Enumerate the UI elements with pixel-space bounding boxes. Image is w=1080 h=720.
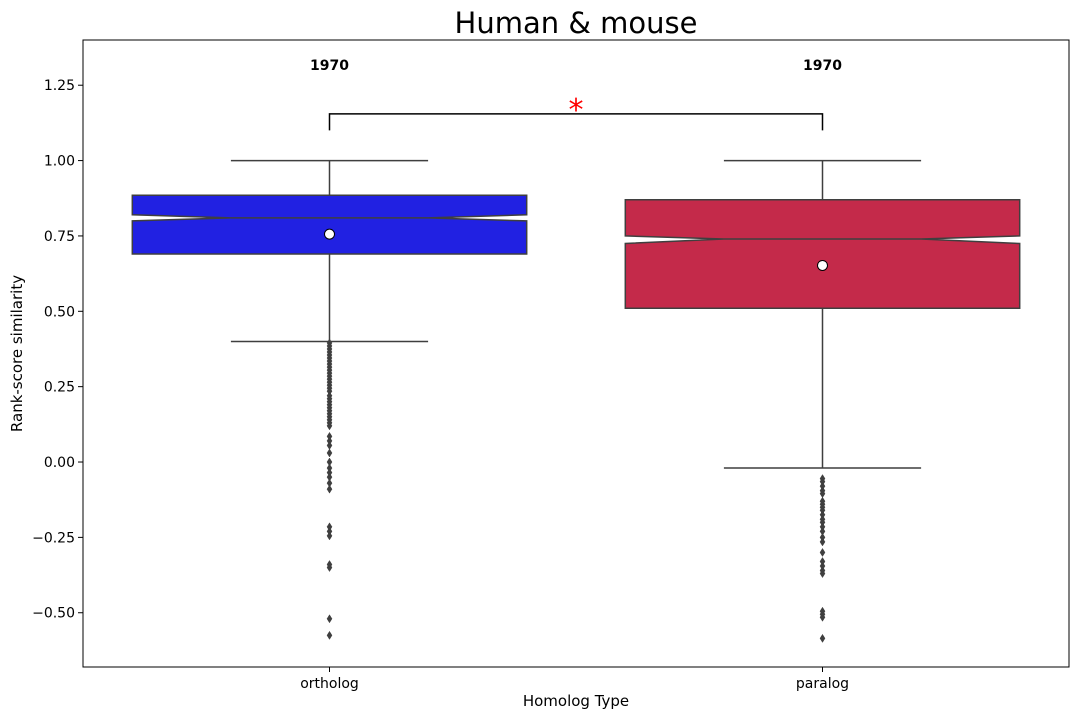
outlier-point [819,633,826,643]
outlier-point [819,612,826,622]
outlier-point [326,563,333,572]
outlier-point [326,614,333,624]
significance-bracket [328,113,824,131]
outlier-point [326,421,333,431]
box-paralog [624,199,1021,310]
y-tick-label: 1.00 [44,154,75,170]
count-label: 1970 [803,58,842,74]
count-label: 1970 [310,58,349,74]
x-axis-label: Homolog Type [523,692,629,710]
y-axis-label: Rank-score similarity [8,275,26,432]
significance-star: * [569,93,584,128]
plot-area: 1970 1970 * [131,58,1021,643]
chart-title: Human & mouse [455,6,698,40]
y-tick-label: −0.50 [32,606,75,622]
outlier-point [819,547,826,557]
y-axis: −0.50 −0.25 0.00 0.25 0.50 0.75 1.00 1.25 [32,78,83,622]
outlier-point [326,531,333,541]
y-tick-label: 0.75 [44,229,75,245]
outlier-point [819,569,826,579]
x-tick-label: paralog [796,676,849,692]
y-tick-label: 0.25 [44,380,75,396]
plot-frame [82,39,1070,668]
box-ortholog [131,194,528,255]
significance-annotation: * [328,93,824,131]
mean-marker [817,259,828,271]
outlier-point [326,630,333,640]
box-group-paralog: 1970 [624,58,1021,643]
outlier-point [326,484,333,494]
outlier-point [326,448,333,458]
box-group-ortholog: 1970 [131,58,528,640]
mean-marker [324,228,335,240]
outlier-point [819,537,826,547]
y-tick-label: 1.25 [44,78,75,94]
y-tick-label: 0.50 [44,304,75,320]
y-tick-label: −0.25 [32,530,75,546]
x-axis: ortholog paralog [300,667,849,692]
y-tick-label: 0.00 [44,455,75,471]
x-tick-label: ortholog [300,676,359,692]
outlier-point [326,440,333,450]
